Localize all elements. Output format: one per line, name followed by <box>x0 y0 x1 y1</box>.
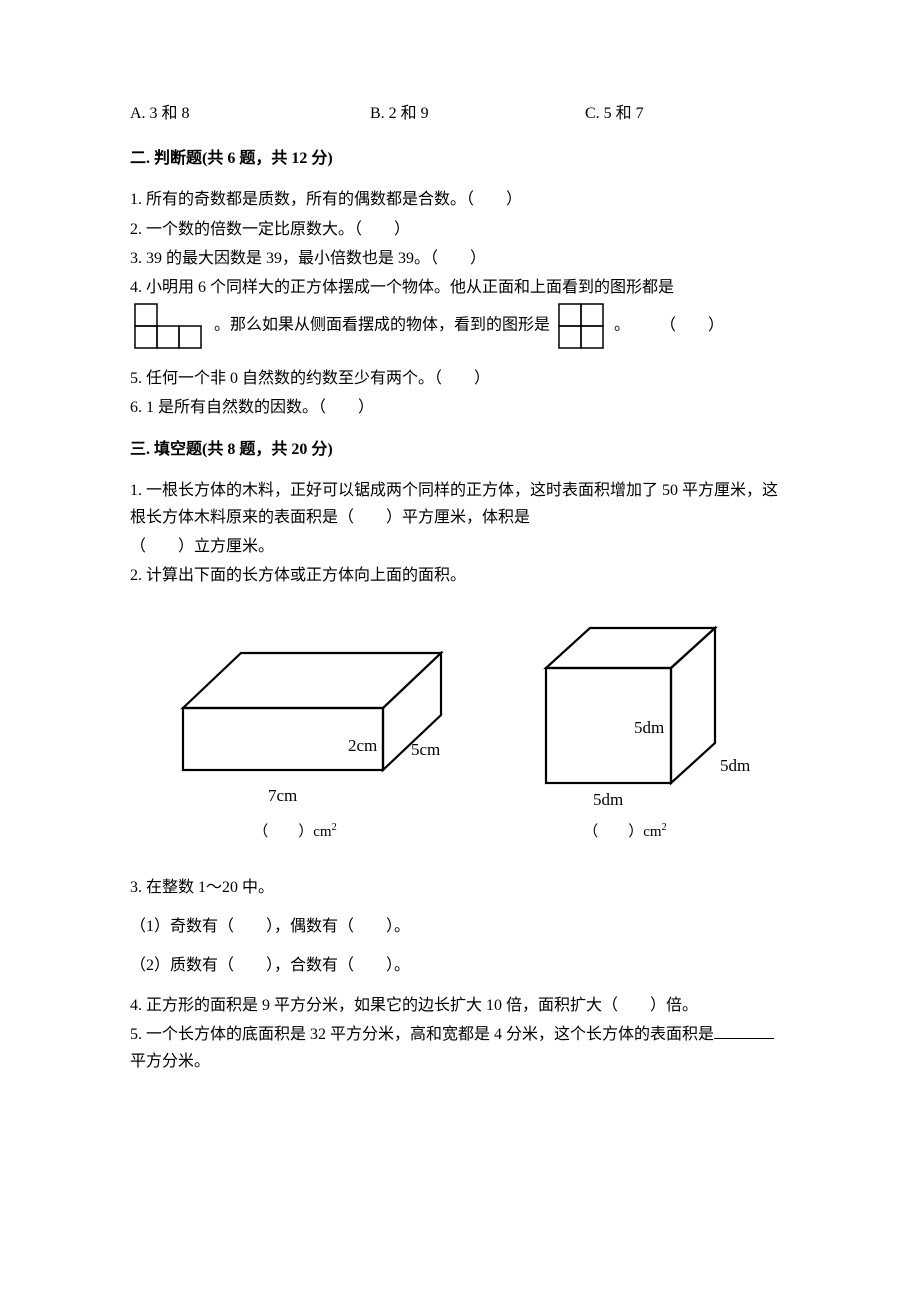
section2-header: 二. 判断题(共 6 题，共 12 分) <box>130 145 790 172</box>
fig1-h-label: 2cm <box>348 736 377 755</box>
figure-cube: 5dm 5dm 5dm <box>528 613 758 813</box>
fig2-d-label: 5dm <box>720 756 750 775</box>
section3-header: 三. 填空题(共 8 题，共 20 分) <box>130 436 790 463</box>
s2-q4b: 。那么如果从侧面看摆成的物体，看到的图形是 <box>214 317 550 334</box>
s3-q4: 4. 正方形的面积是 9 平方分米，如果它的边长扩大 10 倍，面积扩大（ ）倍… <box>130 992 790 1019</box>
s2-q1: 1. 所有的奇数都是质数，所有的偶数都是合数。（ ） <box>130 186 790 213</box>
caption-2: （ ）cm2 <box>583 819 667 846</box>
s2-q4-paren: （ ） <box>660 312 724 339</box>
s3-q2: 2. 计算出下面的长方体或正方体向上面的面积。 <box>130 562 790 589</box>
s2-q5: 5. 任何一个非 0 自然数的约数至少有两个。（ ） <box>130 365 790 392</box>
fig2-h-label: 5dm <box>634 718 664 737</box>
s3-q3-2: （2）质数有（ ），合数有（ ）。 <box>130 952 790 979</box>
figures-row: 2cm 5cm 7cm 5dm 5dm 5dm <box>130 613 790 813</box>
s3-q1b: （ ）立方厘米。 <box>130 533 790 560</box>
option-a: A. 3 和 8 <box>130 100 370 127</box>
mc-options-row: A. 3 和 8 B. 2 和 9 C. 5 和 7 <box>130 100 790 127</box>
option-c: C. 5 和 7 <box>585 100 644 127</box>
blank-underline <box>714 1023 774 1039</box>
fig1-d-label: 5cm <box>411 740 440 759</box>
option-b: B. 2 和 9 <box>370 100 585 127</box>
caption-1: （ ）cm2 <box>253 819 337 846</box>
fig1-w-label: 7cm <box>268 786 297 805</box>
s2-q3: 3. 39 的最大因数是 39，最小倍数也是 39。（ ） <box>130 245 790 272</box>
s3-q3-head: 3. 在整数 1～20 中。 <box>130 874 790 901</box>
s3-q3-1: （1）奇数有（ ），偶数有（ ）。 <box>130 913 790 940</box>
s2-q4a: 4. 小明用 6 个同样大的正方体摆成一个物体。他从正面和上面看到的图形都是 <box>130 274 790 301</box>
s2-q4-inline: 。那么如果从侧面看摆成的物体，看到的图形是 。 （ ） <box>130 303 790 349</box>
figure-cuboid: 2cm 5cm 7cm <box>163 623 463 813</box>
s2-q2: 2. 一个数的倍数一定比原数大。（ ） <box>130 216 790 243</box>
s3-q1a: 1. 一根长方体的木料，正好可以锯成两个同样的正方体，这时表面积增加了 50 平… <box>130 477 790 531</box>
s2-q4c: 。 <box>614 317 630 334</box>
s3-q5: 5. 一个长方体的底面积是 32 平方分米，高和宽都是 4 分米，这个长方体的表… <box>130 1021 790 1075</box>
front-view-shape <box>134 303 206 349</box>
fig2-w-label: 5dm <box>593 790 623 809</box>
side-view-shape <box>558 303 606 349</box>
figure-captions: （ ）cm2 （ ）cm2 <box>130 819 790 846</box>
s2-q6: 6. 1 是所有自然数的因数。（ ） <box>130 394 790 421</box>
